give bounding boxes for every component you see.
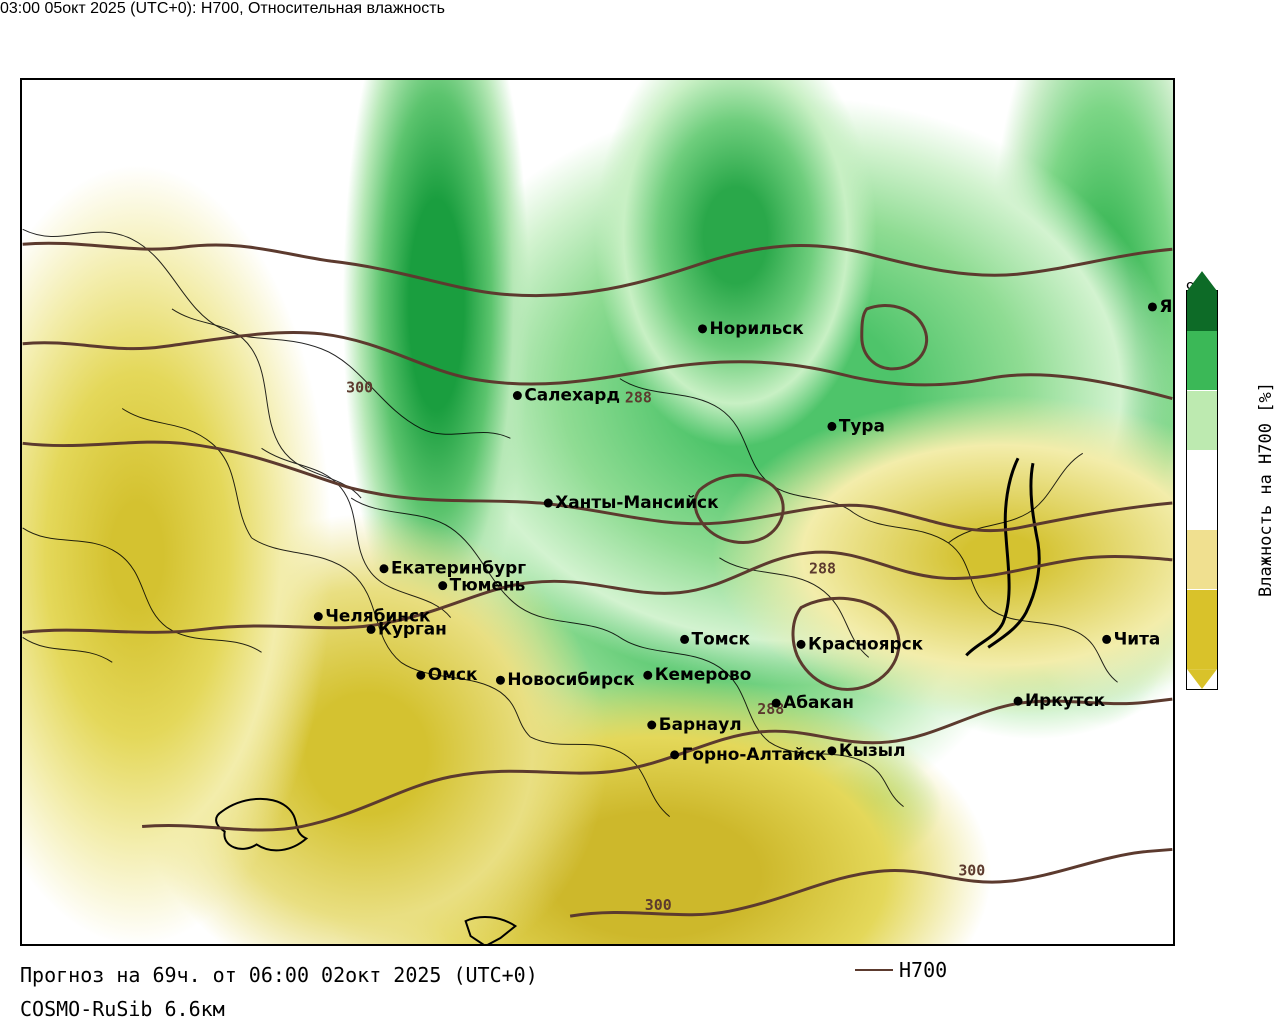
city-label-19[interactable]: Чита (1114, 628, 1161, 648)
city-label-3[interactable]: Тура (839, 415, 885, 435)
lake-polygons (216, 799, 515, 944)
contour-label-288-b: 288 (809, 560, 836, 578)
city-label-8[interactable]: Курган (378, 618, 447, 638)
city-dot-18[interactable] (1014, 697, 1023, 706)
city-dot-2[interactable] (513, 391, 522, 400)
contour-label-300-c: 300 (958, 861, 985, 879)
city-label-4[interactable]: Ханты-Мансийск (555, 492, 719, 512)
city-dot-9[interactable] (416, 671, 425, 680)
city-label-9[interactable]: Омск (428, 664, 478, 684)
city-dot-14[interactable] (772, 699, 781, 708)
city-dot-16[interactable] (670, 750, 679, 759)
humidity-colorbar (1186, 290, 1218, 690)
map-overlay-svg: 300 288 288 288 300 300 НорильскЯкутскСа… (22, 80, 1173, 944)
map-panel: 300 288 288 288 300 300 НорильскЯкутскСа… (20, 78, 1175, 946)
city-dot-17[interactable] (827, 746, 836, 755)
footer-line2: COSMO-RuSib 6.6км (20, 992, 538, 1026)
city-label-18[interactable]: Иркутск (1025, 690, 1106, 710)
contour-label-288-a: 288 (625, 389, 652, 407)
city-markers: Норильск Якутск Салехард Тура Ханты-Мансийск… (314, 296, 1173, 764)
city-dot-7[interactable] (314, 612, 323, 621)
h700-line-swatch (855, 969, 893, 972)
city-dot-12[interactable] (643, 671, 652, 680)
city-label-13[interactable]: Красноярск (808, 633, 924, 653)
city-label-10[interactable]: Новосибирск (507, 669, 635, 689)
city-label-11[interactable]: Томск (692, 628, 751, 648)
colorbar-container: 95 80 60 40 20 Влажность на H700 [%] (1186, 280, 1280, 710)
h700-contours (23, 243, 1173, 916)
contour-label-300-b: 300 (645, 896, 672, 914)
city-dot-15[interactable] (647, 721, 656, 730)
city-label-16[interactable]: Горно-Алтайск (682, 744, 827, 764)
city-label-12[interactable]: Кемерово (655, 664, 752, 684)
city-dot-5[interactable] (380, 564, 389, 573)
city-label-14[interactable]: Абакан (783, 692, 854, 712)
city-dot-13[interactable] (797, 640, 806, 649)
city-dot-8[interactable] (367, 625, 376, 634)
city-label-1[interactable]: Якутск (1159, 296, 1173, 316)
city-dot-4[interactable] (544, 499, 553, 508)
footer-text: Прогноз на 69ч. от 06:00 02окт 2025 (UTC… (20, 958, 538, 1026)
city-label-2[interactable]: Салехард (524, 385, 620, 405)
colorbar-label: Влажность на H700 [%] (1256, 290, 1276, 690)
page-title: 03:00 05окт 2025 (UTC+0): H700, Относите… (0, 0, 1280, 18)
city-dot-6[interactable] (438, 581, 447, 590)
city-dot-3[interactable] (827, 422, 836, 431)
city-dot-11[interactable] (680, 635, 689, 644)
contour-label-300-a: 300 (346, 379, 373, 397)
city-label-17[interactable]: Кызыл (839, 740, 906, 760)
city-label-6[interactable]: Тюмень (450, 575, 526, 595)
city-label-15[interactable]: Барнаул (659, 714, 742, 734)
city-dot-19[interactable] (1102, 635, 1111, 644)
h700-legend: H700 (855, 958, 947, 982)
city-dot-10[interactable] (496, 676, 505, 685)
city-dot-1[interactable] (1148, 302, 1157, 311)
city-label-0[interactable]: Норильск (709, 318, 804, 338)
admin-borders (23, 229, 1118, 816)
footer-line1: Прогноз на 69ч. от 06:00 02окт 2025 (UTC… (20, 958, 538, 992)
lake-baikal (966, 458, 1039, 655)
h700-legend-label: H700 (899, 958, 947, 982)
city-dot-0[interactable] (698, 324, 707, 333)
